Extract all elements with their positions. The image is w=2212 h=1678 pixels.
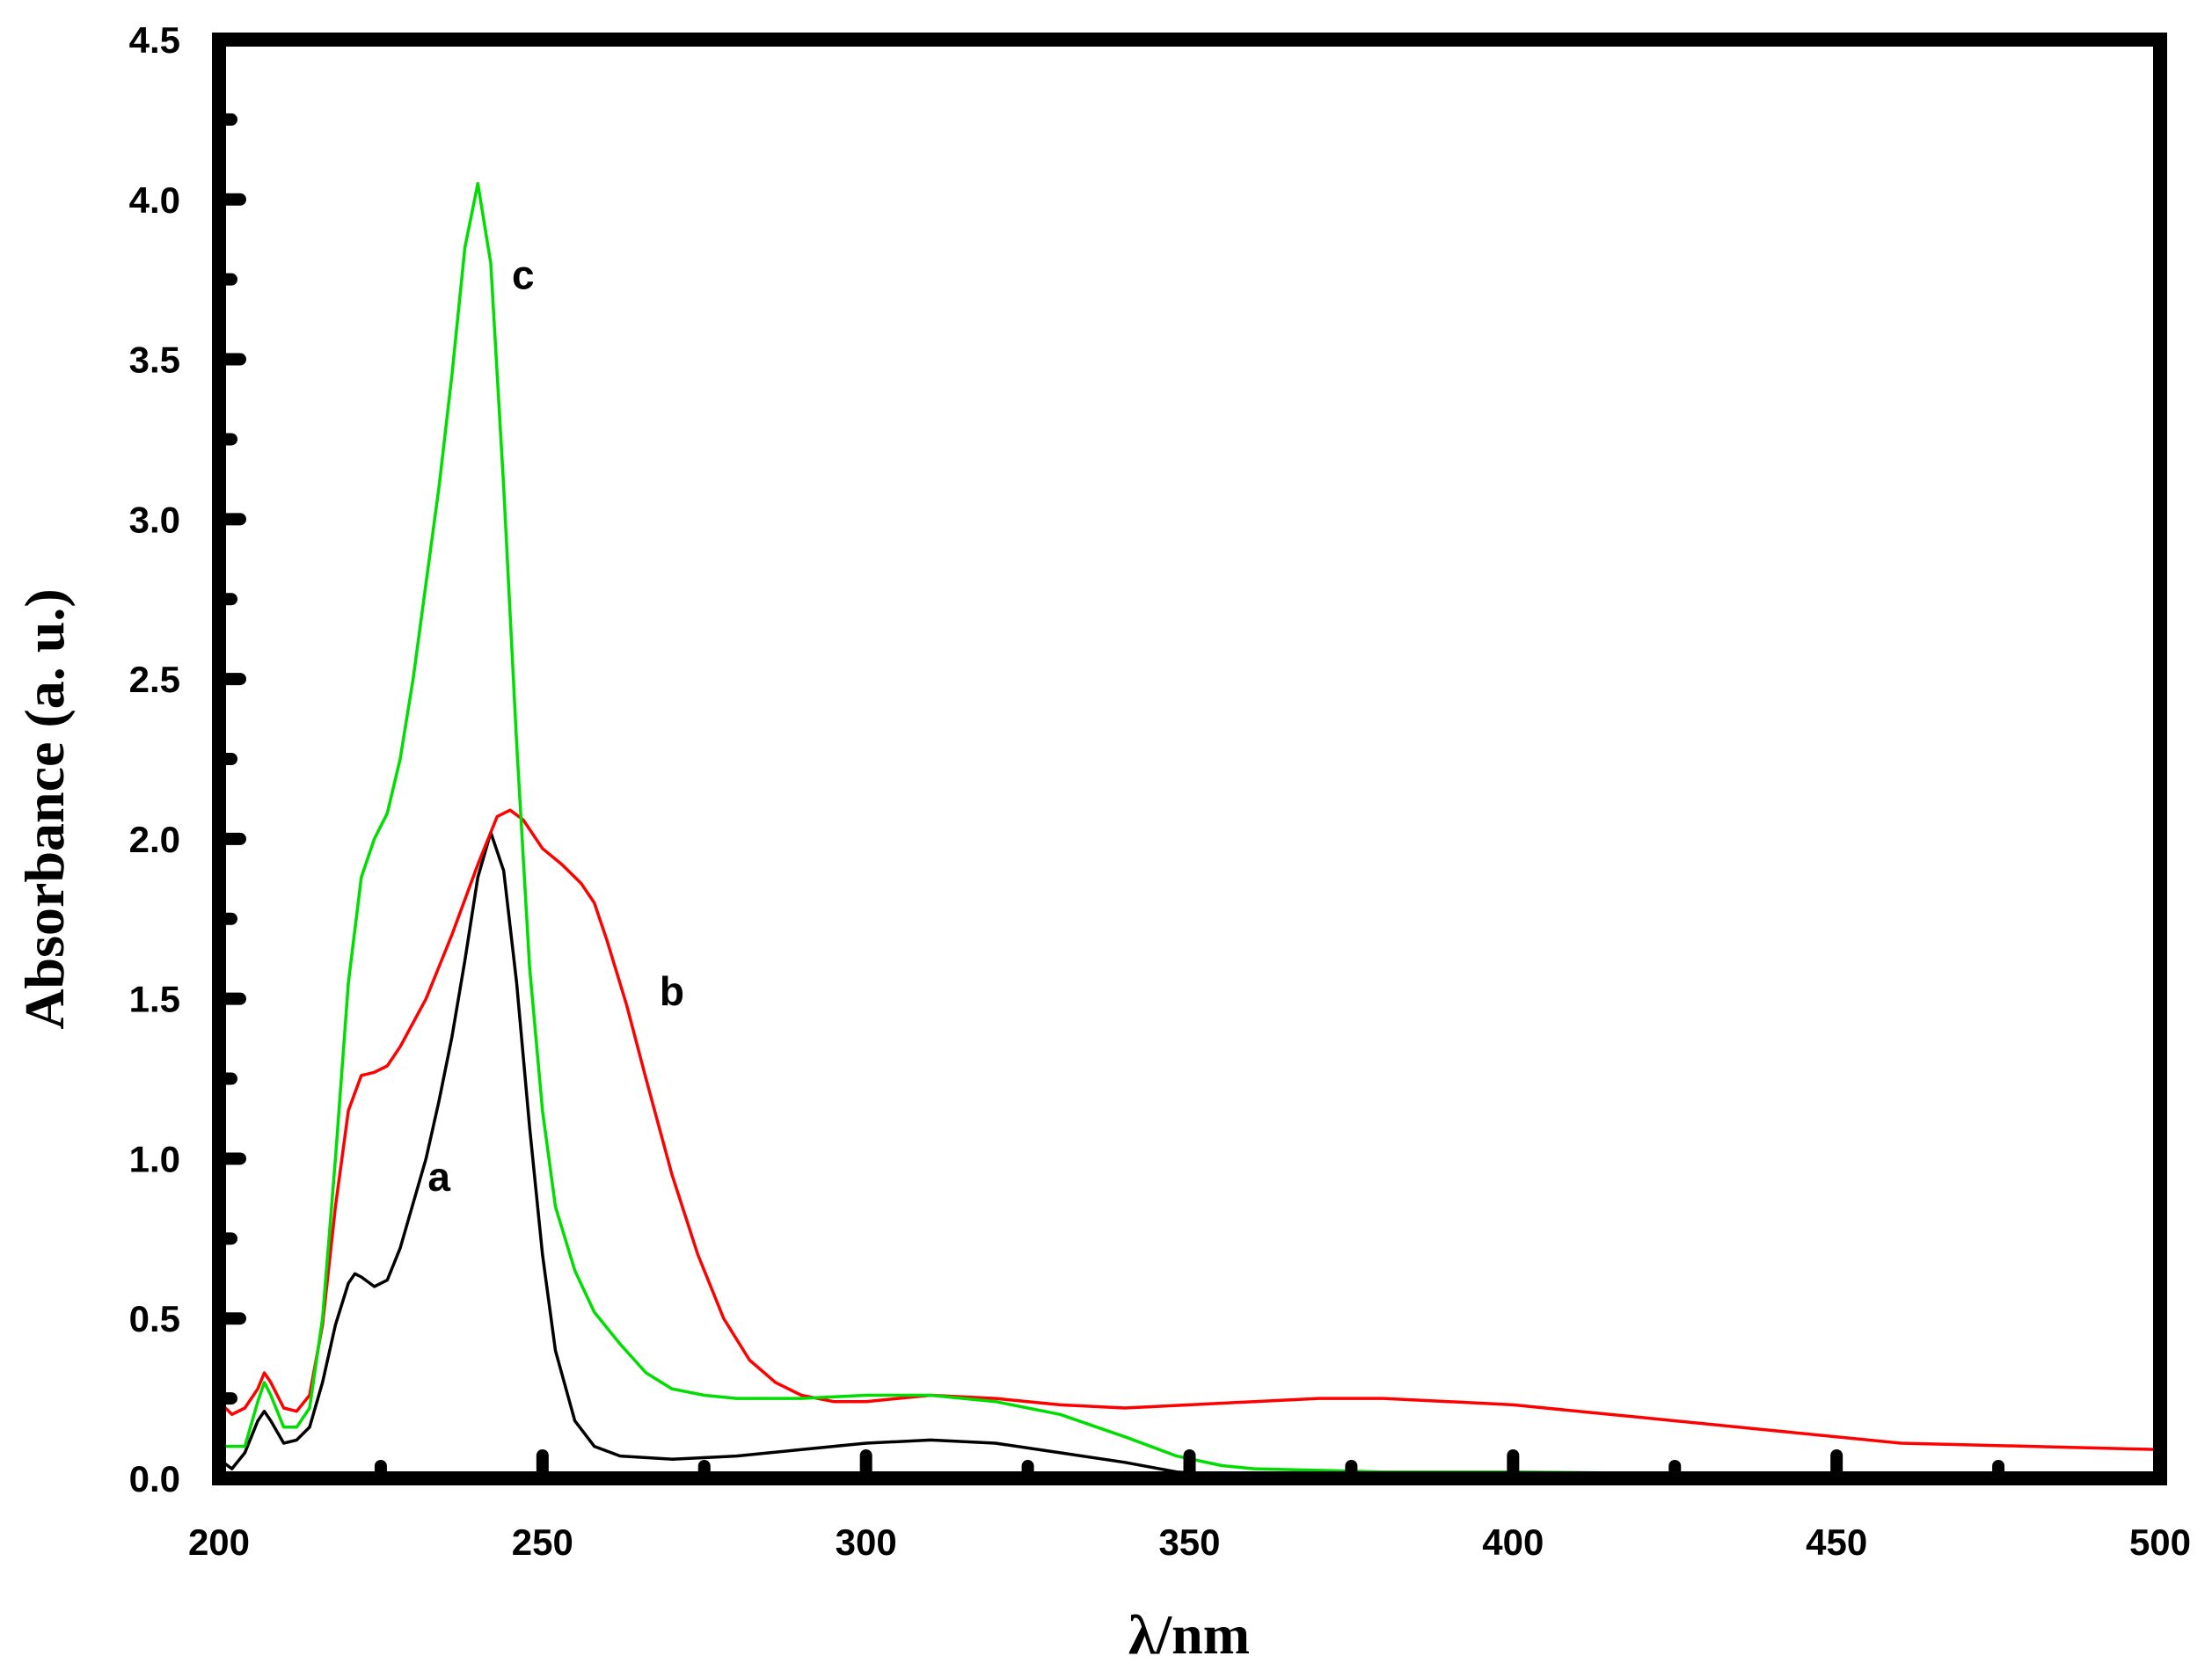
curve-label-b: b [660,968,684,1014]
y-tick-label: 1.5 [129,979,180,1020]
y-axis-title: Absorbance (a. u.) [13,588,76,1029]
series-lines [217,181,2162,1477]
x-tick-label: 250 [512,1521,573,1563]
x-axis-tick-labels: 200 250 300 350 400 450 500 [188,1521,2191,1563]
y-tick-label: 4.0 [129,179,180,221]
x-axis-ticks [213,1449,2166,1485]
y-tick-label: 2.5 [129,659,180,700]
x-axis-title: λ/nm [1128,1603,1250,1666]
curve-label-a: a [427,1154,450,1200]
x-tick-label: 400 [1482,1521,1544,1563]
x-tick-label: 500 [2129,1521,2191,1563]
y-tick-label: 1.0 [129,1138,180,1179]
curve-labels: a b c [427,252,684,1200]
y-tick-label: 4.5 [129,19,180,61]
y-tick-label: 0.0 [129,1458,180,1499]
y-axis-tick-labels: 0.0 0.5 1.0 1.5 2.0 2.5 3.0 3.5 4.0 4.5 [129,19,180,1499]
series-line-b [217,808,2162,1452]
x-tick-label: 350 [1158,1521,1220,1563]
x-tick-label: 450 [1806,1521,1867,1563]
y-tick-label: 3.5 [129,339,180,381]
x-tick-label: 300 [836,1521,897,1563]
y-tick-label: 0.5 [129,1298,180,1339]
series-line-c [217,181,2162,1477]
curve-label-c: c [512,252,535,298]
x-tick-label: 200 [188,1521,250,1563]
y-tick-label: 3.0 [129,499,180,540]
plot-frame [212,33,2167,1485]
y-axis-ticks [213,33,246,1485]
series-line-a [217,830,2162,1477]
y-tick-label: 2.0 [129,819,180,860]
